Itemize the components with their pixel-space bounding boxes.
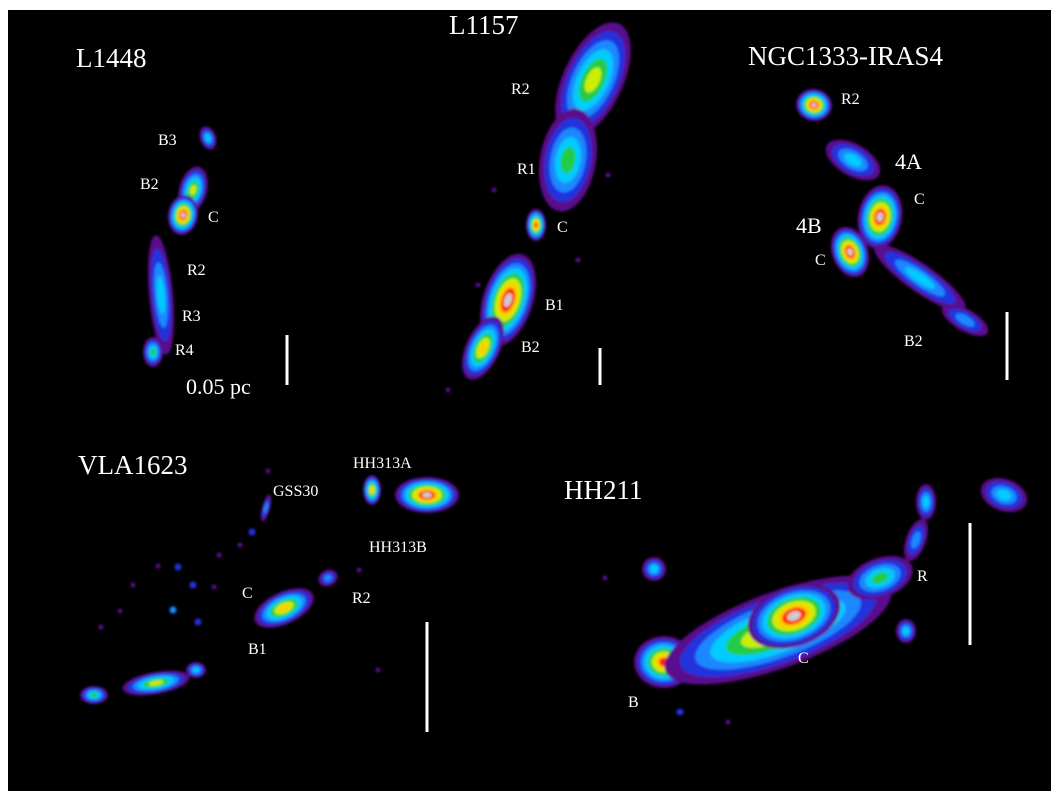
knot-label-c: C (798, 650, 809, 667)
noise-speckle (216, 552, 222, 558)
knot-label-b: B (628, 694, 639, 711)
noise-speckle (725, 719, 731, 725)
knot-label-b2: B2 (521, 339, 540, 356)
intensity-maps (80, 22, 1028, 732)
knot-label-r: R (917, 568, 928, 585)
hh211-knot-s (896, 619, 916, 643)
vla1623-hh313a (363, 475, 381, 505)
l1448-knot-b3 (199, 126, 217, 150)
noise-speckle (602, 575, 608, 581)
vla1623-hh313b (395, 477, 459, 513)
iras4-flow (874, 244, 966, 312)
l1448-knot-c (167, 195, 199, 235)
vla1623-b1-tail (80, 686, 108, 704)
hh211-knot-far (980, 477, 1028, 513)
knot-label-r1: R1 (517, 161, 536, 178)
vla1623-knot-r2 (318, 569, 338, 587)
knot-label-r2: R2 (187, 262, 206, 279)
noise-speckle (265, 468, 271, 474)
noise-speckle (237, 542, 243, 548)
noise-speckle (356, 567, 362, 573)
l1157-knot-b2 (461, 316, 505, 380)
vla1623-gss30 (260, 494, 272, 522)
iras4-source-4a (857, 185, 903, 249)
noise-speckle (676, 708, 684, 716)
source-label-4b: 4B (796, 213, 822, 238)
knot-label-gss30: GSS30 (273, 483, 319, 500)
knot-label-b2: B2 (140, 176, 159, 193)
panel-title-l1157: L1157 (449, 10, 519, 40)
outflow-maps-figure: L1448 B3 B2 C R2 R3 R4 0.05 pc L1157 R2 … (8, 10, 1051, 791)
noise-speckle (189, 581, 197, 589)
panel-title-vla1623: VLA1623 (78, 450, 188, 480)
knot-label-b2: B2 (904, 333, 923, 350)
noise-speckle (169, 606, 177, 614)
noise-speckle (98, 624, 104, 630)
noise-speckle (605, 172, 611, 178)
vla1623-b1-tip (186, 662, 206, 678)
knot-label-hh313a: HH313A (353, 455, 412, 472)
noise-speckle (155, 563, 161, 569)
iras4-knot-b2 (941, 303, 989, 337)
noise-speckle (174, 563, 182, 571)
panel-title-iras4: NGC1333-IRAS4 (748, 41, 944, 71)
knot-label-hh313b: HH313B (369, 539, 427, 556)
l1157-knot-c (526, 209, 546, 241)
knot-label-c: C (208, 209, 219, 226)
iras4-source-4b (830, 226, 870, 278)
hh211-r-tail (903, 519, 929, 561)
scale-bar-label: 0.05 pc (186, 374, 251, 399)
iras4-knot-r2 (796, 88, 832, 122)
noise-speckle (194, 618, 202, 626)
panel-title-l1448: L1448 (76, 43, 147, 73)
knot-label-b1: B1 (248, 641, 267, 658)
knot-label-r4: R4 (175, 342, 194, 359)
knot-label-r2: R2 (511, 81, 530, 98)
noise-speckle (248, 528, 256, 536)
noise-speckle (491, 187, 497, 193)
l1157-lobe-r1 (538, 108, 598, 212)
knot-label-r2: R2 (841, 91, 860, 108)
noise-speckle (117, 608, 123, 614)
knot-label-r2: R2 (352, 590, 371, 607)
knot-label-c: C (242, 585, 253, 602)
noise-speckle (445, 387, 451, 393)
iras4-bridge (825, 139, 881, 181)
hh211-knot-ne (916, 484, 936, 520)
hh211-knot-c (747, 583, 841, 649)
vla1623-knot-b1 (122, 670, 190, 696)
knot-label-r3: R3 (182, 308, 201, 325)
noise-speckle (211, 584, 217, 590)
knot-label-b3: B3 (158, 132, 177, 149)
hh211-knot-w (642, 557, 666, 581)
noise-speckle (575, 257, 581, 263)
noise-speckle (130, 582, 136, 588)
hh211-knot-r (847, 555, 913, 601)
panel-title-hh211: HH211 (564, 475, 643, 505)
vla1623-knot-c (254, 588, 314, 628)
knot-label-c-4b: C (815, 252, 826, 269)
source-label-4a: 4A (895, 149, 922, 174)
noise-speckle (375, 667, 381, 673)
knot-label-c: C (557, 219, 568, 236)
knot-label-b1: B1 (545, 297, 564, 314)
noise-speckle (475, 282, 481, 288)
l1448-knot-r4 (143, 337, 163, 367)
knot-label-c-4a: C (914, 191, 925, 208)
l1448-jet-lower (147, 235, 175, 355)
